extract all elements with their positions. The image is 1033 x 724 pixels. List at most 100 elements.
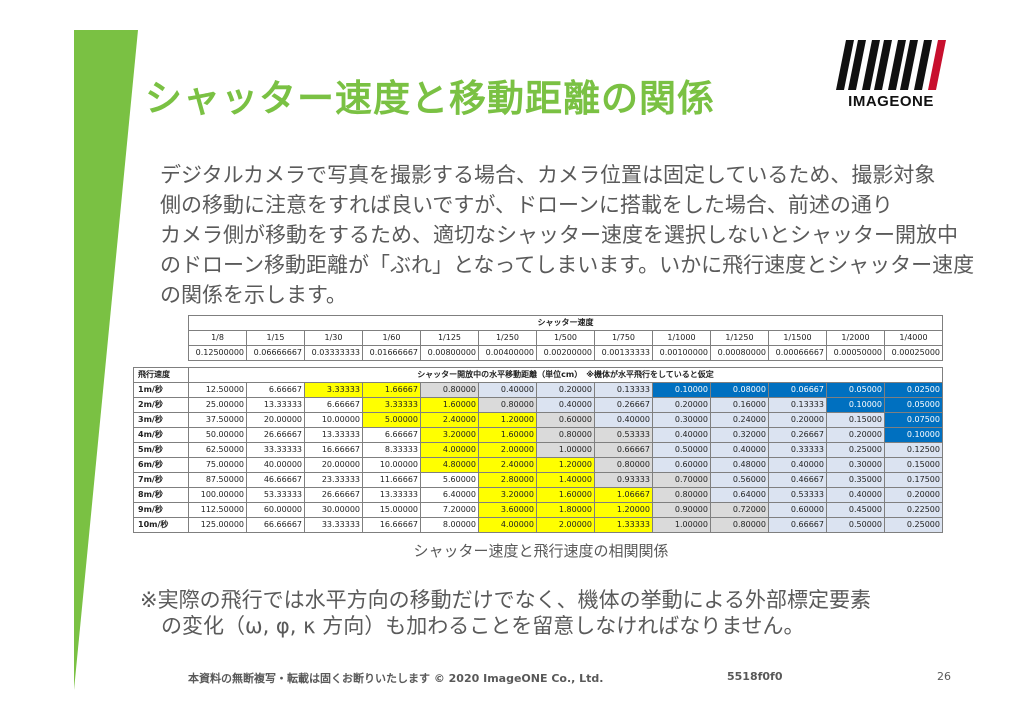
flight-speed-cell: 7m/秒 [133,472,189,488]
distance-cell: 0.22500 [884,502,943,518]
shutter-seconds-cell: 0.00100000 [652,345,711,361]
shutter-denominator-cell: 1/30 [304,330,363,346]
table-row: 6m/秒 75.00000 40.00000 20.00000 10.00000 4.80… [133,457,943,473]
distance-cell: 0.70000 [652,472,711,488]
distance-cell: 53.33333 [246,487,305,503]
intro-line: カメラ側が移動をするため、適切なシャッター速度を選択しないとシャッター開放中 [160,223,958,247]
intro-line: 側の移動に注意をすれば良いですが、ドローンに搭載をした場合、前述の通り [160,193,893,217]
flight-speed-cell: 2m/秒 [133,397,189,413]
distance-cell: 0.64000 [710,487,769,503]
distance-cell: 2.80000 [478,472,537,488]
distance-cell: 20.00000 [246,412,305,428]
table-row: 10m/秒 125.00000 66.66667 33.33333 16.66667 8.… [133,517,943,533]
shutter-denominator-cell: 1/4000 [884,330,943,346]
distance-cell: 12.50000 [188,382,247,398]
distance-cell: 0.20000 [536,382,595,398]
distance-cell: 15.00000 [362,502,421,518]
distance-cell: 0.26667 [594,397,653,413]
distance-cell: 1.40000 [536,472,595,488]
distance-cell: 112.50000 [188,502,247,518]
table-gap-row [134,361,943,368]
distance-cell: 0.40000 [826,487,885,503]
distance-cell: 6.66667 [304,397,363,413]
distance-cell: 0.20000 [884,487,943,503]
distance-cell: 3.33333 [304,382,363,398]
distance-cell: 5.00000 [362,412,421,428]
note-paragraph: ※実際の飛行では水平方向の移動だけでなく、機体の挙動による外部標定要素 の変化（… [140,587,960,639]
shutter-seconds-cell: 0.00133333 [594,345,653,361]
distance-cell: 1.60000 [478,427,537,443]
table-row: 2m/秒 25.00000 13.33333 6.66667 3.33333 1.6000… [133,397,943,413]
distance-cell: 2.40000 [478,457,537,473]
empty-cell [134,346,189,361]
distance-cell: 0.80000 [652,487,711,503]
distance-cell: 2.00000 [536,517,595,533]
distance-cell: 2.40000 [420,412,479,428]
distance-cell: 1.60000 [536,487,595,503]
distance-cell: 0.15000 [826,412,885,428]
distance-cell: 10.00000 [304,412,363,428]
distance-cell: 5.60000 [420,472,479,488]
distance-cell: 1.00000 [536,442,595,458]
distance-cell: 0.80000 [420,382,479,398]
distance-cell: 4.80000 [420,457,479,473]
distance-cell: 0.80000 [536,427,595,443]
distance-cell: 20.00000 [304,457,363,473]
distance-cell: 0.32000 [710,427,769,443]
distance-cell: 26.66667 [246,427,305,443]
flight-speed-cell: 1m/秒 [133,382,189,398]
table-row: 7m/秒 87.50000 46.66667 23.33333 11.66667 5.60… [133,472,943,488]
shutter-denominator-cell: 1/15 [246,330,305,346]
distance-cell: 0.12500 [884,442,943,458]
copyright-footer: 本資料の無断複写・転載は固くお断りいたします © 2020 ImageONE C… [188,672,604,685]
distance-cell: 1.20000 [536,457,595,473]
distance-cell: 0.06667 [768,382,827,398]
distance-cell: 0.40000 [478,382,537,398]
distance-cell: 0.40000 [652,427,711,443]
distance-cell: 0.17500 [884,472,943,488]
table-row: 3m/秒 37.50000 20.00000 10.00000 5.00000 2.400… [133,412,943,428]
distance-cell: 6.66667 [246,382,305,398]
note-line: の変化（ω, φ, κ 方向）も加わることを留意しなければなりません。 [140,614,805,638]
flight-speed-cell: 10m/秒 [133,517,189,533]
shutter-denominator-cell: 1/2000 [826,330,885,346]
distance-cell: 0.56000 [710,472,769,488]
distance-cell: 10.00000 [362,457,421,473]
distance-cell: 11.66667 [362,472,421,488]
distance-cell: 0.66667 [768,517,827,533]
flight-speed-cell: 3m/秒 [133,412,189,428]
distance-cell: 4.00000 [420,442,479,458]
distance-cell: 13.33333 [246,397,305,413]
flight-speed-cell: 8m/秒 [133,487,189,503]
distance-cell: 0.08000 [710,382,769,398]
distance-cell: 16.66667 [362,517,421,533]
distance-cell: 0.15000 [884,457,943,473]
distance-cell: 0.07500 [884,412,943,428]
distance-cell: 0.10000 [652,382,711,398]
distance-cell: 8.33333 [362,442,421,458]
shutter-seconds-cell: 0.03333333 [304,345,363,361]
distance-cell: 0.24000 [710,412,769,428]
distance-cell: 0.50000 [652,442,711,458]
intro-line: のドローン移動距離が「ぶれ」となってしまいます。いかに飛行速度とシャッター速度 [160,253,975,277]
distance-cell: 0.20000 [652,397,711,413]
distance-cell: 1.80000 [536,502,595,518]
distance-cell: 0.45000 [826,502,885,518]
shutter-seconds-cell: 0.00800000 [420,345,479,361]
note-line: ※実際の飛行では水平方向の移動だけでなく、機体の挙動による外部標定要素 [140,588,871,612]
distance-cell: 0.48000 [710,457,769,473]
distance-cell: 100.00000 [188,487,247,503]
shutter-denominator-cell: 1/750 [594,330,653,346]
flight-speed-cell: 6m/秒 [133,457,189,473]
distance-cell: 0.40000 [710,442,769,458]
shutter-distance-table: シャッター速度 1/8 1/15 1/30 1/60 1/125 1/250 1/500 1/7… [133,315,943,533]
distance-cell: 30.00000 [304,502,363,518]
page-number: 26 [937,670,951,683]
distance-cell: 1.20000 [478,412,537,428]
shutter-denominator-cell: 1/1000 [652,330,711,346]
shutter-denominator-cell: 1/250 [478,330,537,346]
flight-speed-cell: 5m/秒 [133,442,189,458]
shutter-denominator-cell: 1/8 [188,330,247,346]
shutter-seconds-cell: 0.00050000 [826,345,885,361]
distance-cell: 0.20000 [768,412,827,428]
